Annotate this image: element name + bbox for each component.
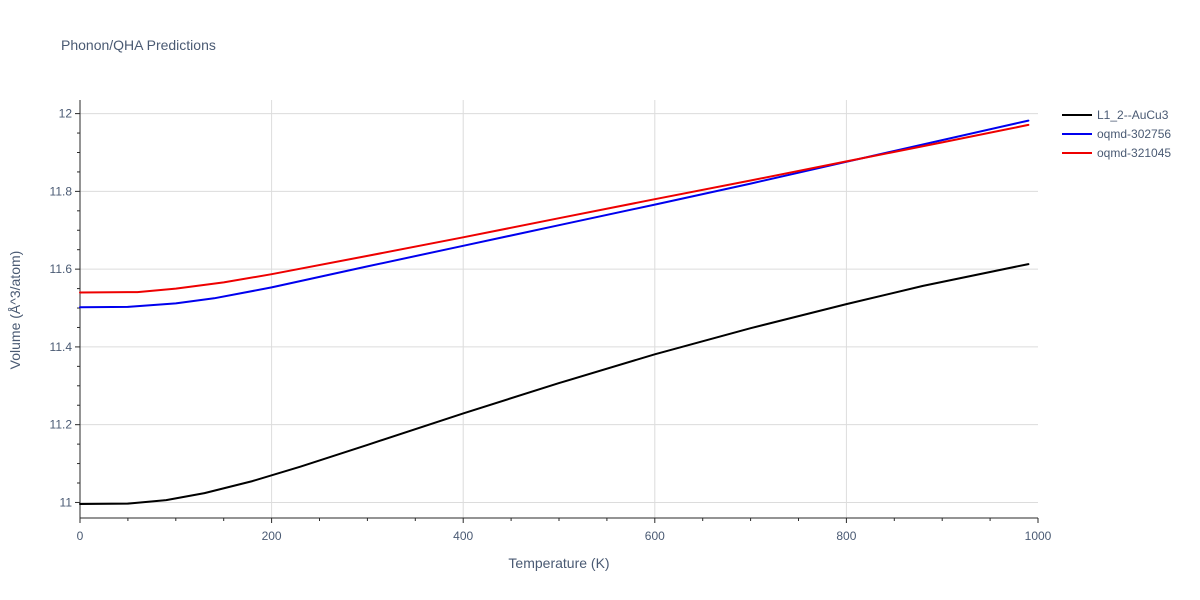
- legend-item[interactable]: oqmd-302756: [1062, 127, 1171, 141]
- y-axis-title: Volume (Å^3/atom): [7, 251, 23, 370]
- y-tick-label: 11: [60, 495, 73, 509]
- series-line-1: [79, 263, 1030, 505]
- axes: 0 200 400 600 800 1000 11 11.2 11.4 11.6 11.8 12: [50, 100, 1052, 543]
- legend-item[interactable]: oqmd-321045: [1062, 146, 1171, 160]
- x-axis-title: Temperature (K): [508, 555, 609, 571]
- y-tick-label: 11.2: [50, 418, 73, 432]
- y-tick-label: 11.4: [50, 340, 73, 354]
- x-tick-label: 200: [262, 529, 282, 543]
- x-tick-label: 800: [836, 529, 856, 543]
- y-tick-label: 11.6: [50, 262, 73, 276]
- y-tick-label: 11.8: [50, 184, 73, 198]
- legend-item[interactable]: L1_2--AuCu3: [1062, 108, 1169, 122]
- series-line-2: [79, 119, 1030, 309]
- series-layer: [79, 119, 1030, 505]
- legend-label: L1_2--AuCu3: [1097, 108, 1169, 122]
- y-tick-label: 12: [59, 107, 73, 121]
- x-tick-label: 400: [453, 529, 473, 543]
- legend[interactable]: L1_2--AuCu3 oqmd-302756 oqmd-321045: [1062, 108, 1171, 160]
- grid: [80, 100, 1038, 518]
- legend-label: oqmd-321045: [1097, 146, 1171, 160]
- x-tick-label: 0: [77, 529, 84, 543]
- legend-label: oqmd-302756: [1097, 127, 1171, 141]
- x-tick-label: 1000: [1025, 529, 1052, 543]
- chart-title: Phonon/QHA Predictions: [61, 37, 216, 53]
- series-line-3: [79, 123, 1030, 294]
- x-tick-label: 600: [645, 529, 665, 543]
